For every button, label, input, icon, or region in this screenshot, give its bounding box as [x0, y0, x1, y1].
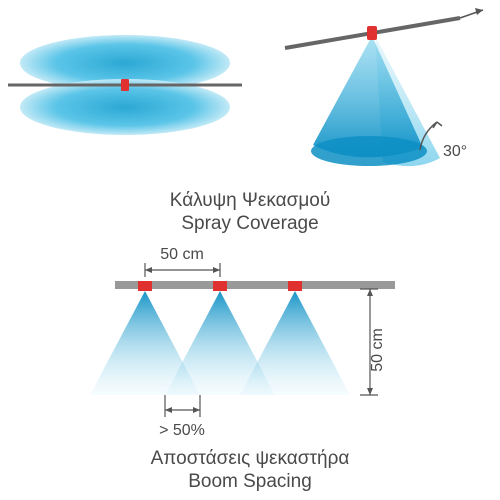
spacing-label: 50 cm: [160, 246, 204, 263]
height-label: 50 cm: [369, 328, 386, 372]
boom-spacing-title-english: Boom Spacing: [0, 471, 500, 493]
angle-label: 30°: [443, 143, 467, 160]
angled-spray-cone: 30°: [265, 0, 495, 190]
boom-spacing-title-greek: Αποστάσεις ψεκαστήρα: [0, 448, 500, 470]
spray-coverage-title-greek: Κάλυψη Ψεκασμού: [0, 190, 500, 212]
boom-spacing-diagram: 50 cm > 50% 50 cm: [60, 245, 460, 455]
top-view-spray: [0, 15, 250, 155]
spray-coverage-title-english: Spray Coverage: [0, 213, 500, 235]
overlap-label: > 50%: [159, 422, 205, 439]
